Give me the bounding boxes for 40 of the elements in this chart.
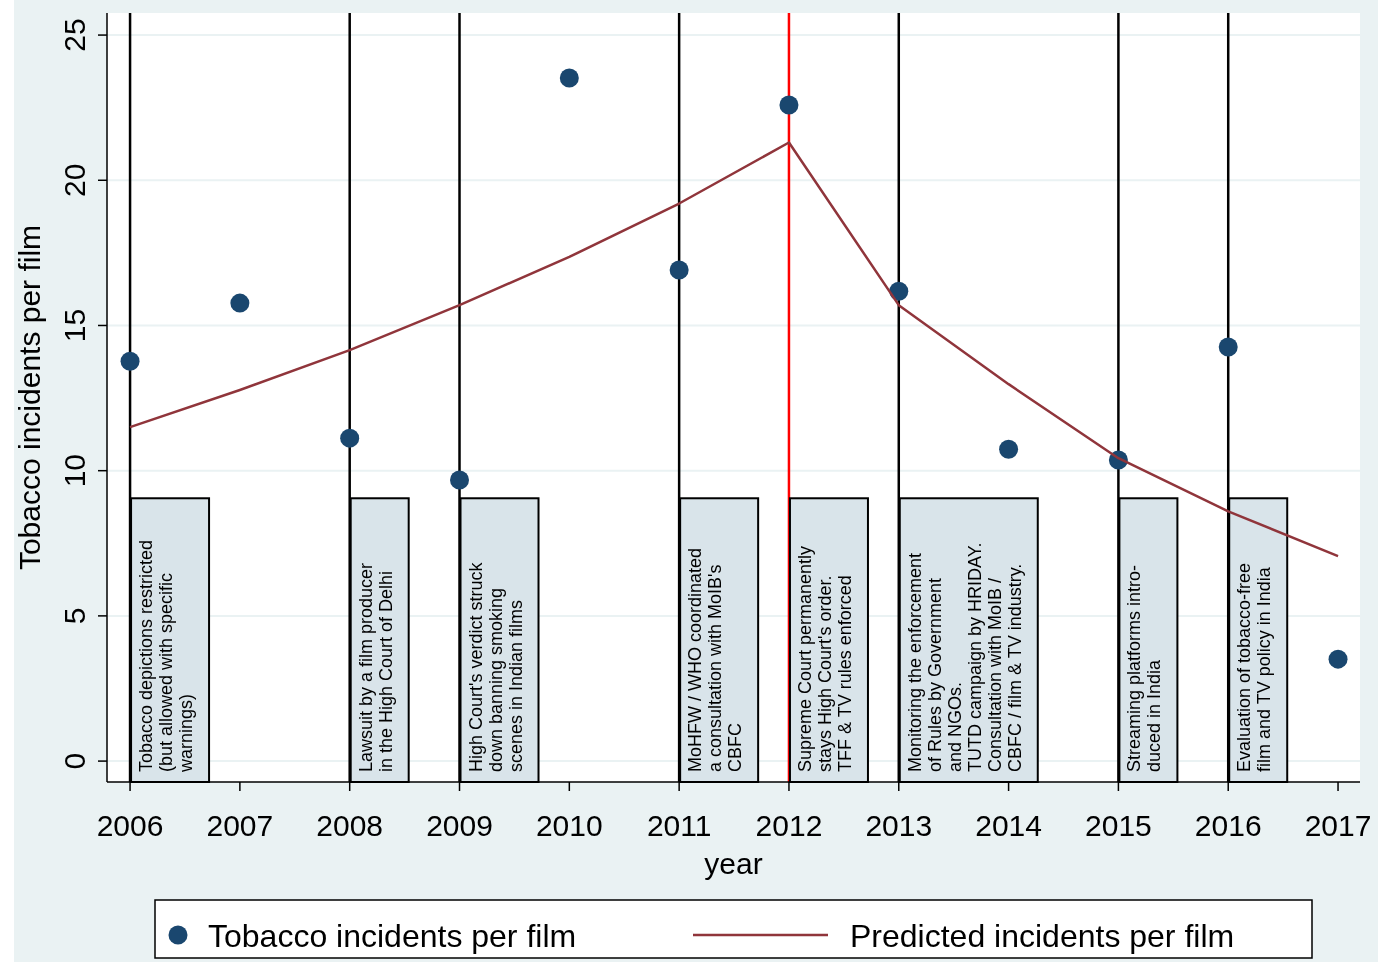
point — [1328, 649, 1348, 669]
point — [340, 428, 360, 448]
y-tick-label: 5 — [58, 607, 91, 625]
x-axis-title: year — [704, 847, 763, 880]
x-tick-label: 2009 — [426, 809, 493, 842]
ref-line-label: Evaluation of tobacco-free film and TV policy in India — [1234, 562, 1275, 772]
y-axis-title: Tobacco incidents per film — [13, 224, 46, 571]
point — [450, 470, 470, 490]
ref-line-label: Lawsuit by a film producer in the High Court of Delhi — [355, 562, 396, 772]
legend-label: Predicted incidents per film — [850, 918, 1235, 954]
x-tick-label: 2011 — [646, 809, 712, 842]
x-tick-label: 2008 — [316, 809, 384, 842]
point — [120, 351, 140, 371]
ref-line-label: MoHFW / WHO coordinated a consultation with MoIB's CBFC — [685, 547, 746, 772]
x-tick-label: 2017 — [1304, 809, 1372, 842]
point — [999, 439, 1019, 459]
y-tick-label: 0 — [58, 752, 91, 770]
x-tick-label: 2006 — [96, 809, 164, 842]
point — [230, 293, 250, 313]
x-tick-label: 2015 — [1085, 809, 1152, 842]
ref-line-label: Supreme Court permanently stays High Court's order. TFF & TV rules enforced — [794, 545, 855, 772]
ref-line-label: Streaming platforms intro- duced in India — [1124, 564, 1165, 772]
y-tick-label: 20 — [58, 163, 91, 197]
y-tick-label: 10 — [58, 454, 91, 488]
point — [669, 260, 689, 280]
point — [779, 95, 799, 115]
y-tick-label: 25 — [58, 18, 91, 52]
x-tick-label: 2007 — [206, 809, 274, 842]
y-tick-label: 15 — [58, 308, 91, 343]
x-tick-label: 2012 — [755, 809, 823, 842]
x-tick-label: 2010 — [535, 809, 603, 842]
x-tick-label: 2013 — [865, 809, 933, 842]
x-tick-label: 2016 — [1194, 809, 1262, 842]
point — [1218, 337, 1238, 357]
ref-line-label: High Court's verdict struck down banning smoking scenes in Indian films — [465, 561, 526, 772]
ref-line-label: Monitoring the enforcement of Rules by Government and NGOs. TUTD campaign by HRIDAY. Consultation with MoIB / CBFC / film & TV industry. — [904, 542, 1025, 772]
x-tick-label: 2014 — [975, 809, 1042, 842]
ref-line-label: Tobacco depictions restricted (but allowed with specific warnings) — [136, 539, 197, 773]
legend-label: Tobacco incidents per film — [208, 918, 577, 954]
point — [559, 68, 579, 88]
